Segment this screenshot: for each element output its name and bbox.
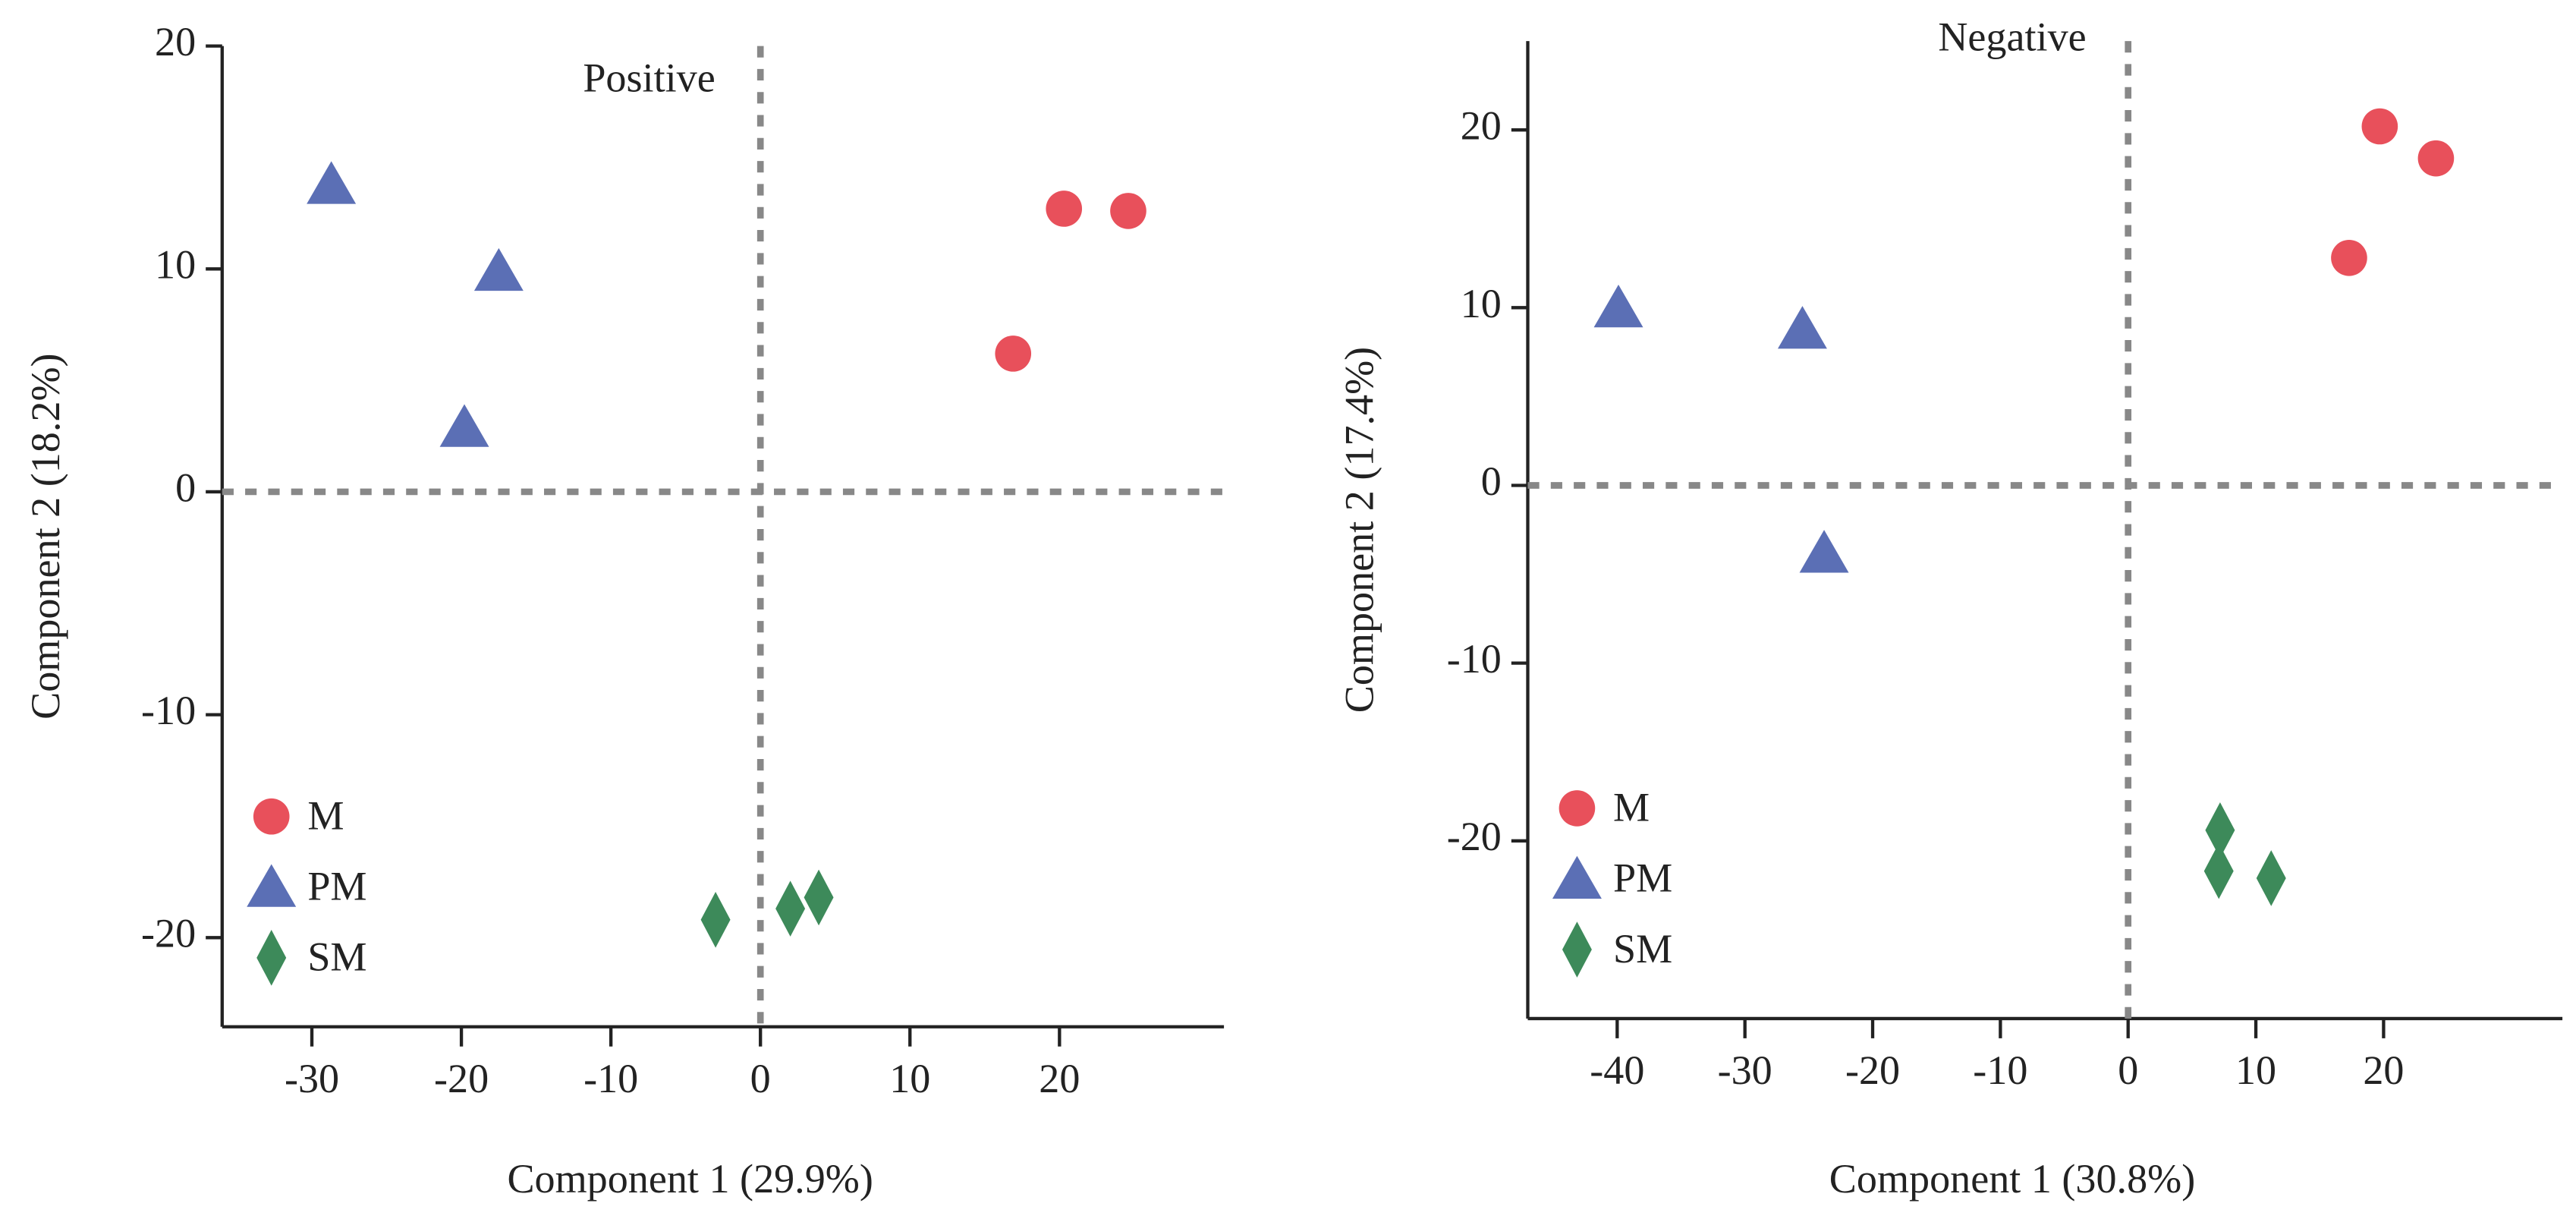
x-tick-label: -40 bbox=[1590, 1047, 1644, 1093]
legend-label: M bbox=[307, 792, 344, 838]
data-point bbox=[1110, 193, 1146, 229]
data-point bbox=[1777, 306, 1827, 349]
annotation: Negative bbox=[1938, 14, 2086, 60]
legend-label: SM bbox=[1613, 926, 1672, 972]
x-tick-label: -20 bbox=[434, 1056, 489, 1101]
data-point bbox=[439, 404, 489, 447]
x-tick-label: -10 bbox=[1973, 1047, 2027, 1093]
data-point bbox=[2203, 843, 2234, 899]
y-axis-label: Component 2 (18.2%) bbox=[23, 353, 68, 719]
data-point bbox=[307, 161, 357, 204]
data-point bbox=[2205, 802, 2235, 858]
x-tick-label: 10 bbox=[889, 1056, 930, 1101]
y-tick-label: 20 bbox=[1461, 103, 1502, 149]
legend-label: PM bbox=[307, 864, 366, 909]
data-point bbox=[2256, 850, 2286, 906]
legend-marker bbox=[256, 930, 287, 986]
y-tick-label: 0 bbox=[175, 465, 196, 510]
x-axis-label: Component 1 (29.9%) bbox=[507, 1156, 873, 1202]
legend-marker bbox=[1562, 921, 1592, 978]
legend-marker bbox=[1558, 790, 1596, 827]
x-tick-label: 20 bbox=[2363, 1047, 2404, 1093]
data-point bbox=[804, 869, 834, 926]
annotation: Positive bbox=[583, 55, 715, 101]
y-tick-label: 20 bbox=[155, 19, 196, 65]
legend-marker bbox=[1552, 855, 1602, 899]
x-tick-label: -30 bbox=[1718, 1047, 1772, 1093]
y-tick-label: 10 bbox=[1461, 281, 1502, 326]
legend-label: PM bbox=[1613, 855, 1672, 901]
x-tick-label: -20 bbox=[1845, 1047, 1900, 1093]
y-axis-label: Component 2 (17.4%) bbox=[1336, 347, 1382, 713]
y-tick-label: 10 bbox=[155, 242, 196, 288]
data-point bbox=[1593, 285, 1643, 328]
y-tick-label: -20 bbox=[1447, 814, 1502, 859]
y-tick-label: -10 bbox=[1447, 636, 1502, 682]
x-axis-label: Component 1 (30.8%) bbox=[1829, 1156, 2195, 1202]
x-tick-label: 0 bbox=[2118, 1047, 2138, 1093]
data-point bbox=[700, 892, 731, 948]
data-point bbox=[995, 335, 1032, 372]
data-point bbox=[2331, 239, 2367, 276]
data-point bbox=[2361, 108, 2398, 145]
data-point bbox=[1046, 191, 1083, 227]
x-tick-label: 0 bbox=[750, 1056, 771, 1101]
legend-label: SM bbox=[307, 934, 366, 980]
legend-marker bbox=[247, 864, 297, 907]
x-tick-label: -10 bbox=[583, 1056, 638, 1101]
data-point bbox=[473, 247, 524, 291]
x-tick-label: 10 bbox=[2235, 1047, 2276, 1093]
legend-marker bbox=[253, 798, 290, 835]
x-tick-label: 20 bbox=[1039, 1056, 1080, 1101]
x-tick-label: -30 bbox=[285, 1056, 339, 1101]
y-tick-label: -10 bbox=[141, 688, 196, 733]
legend-label: M bbox=[1613, 785, 1650, 830]
y-tick-label: -20 bbox=[141, 911, 196, 956]
data-point bbox=[775, 880, 806, 937]
data-point bbox=[2417, 140, 2455, 177]
y-tick-label: 0 bbox=[1481, 458, 1502, 504]
data-point bbox=[1799, 530, 1849, 573]
